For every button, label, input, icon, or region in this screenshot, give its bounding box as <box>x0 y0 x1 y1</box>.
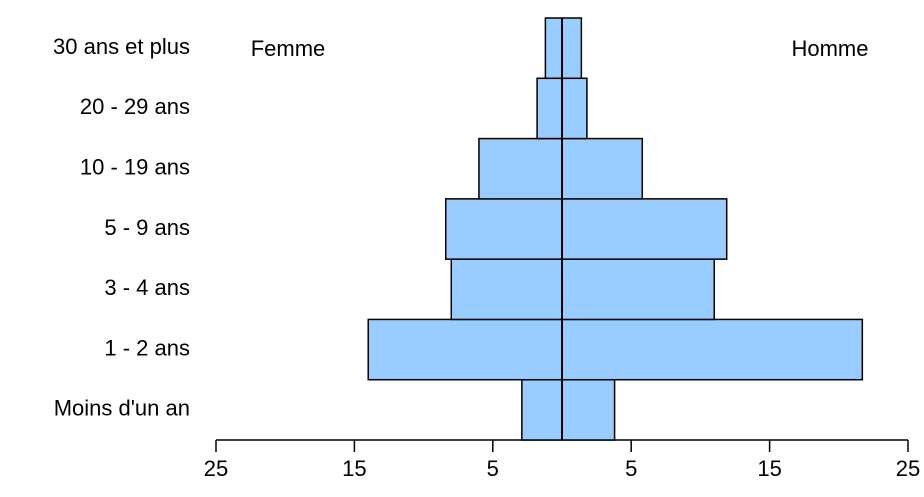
bar <box>367 318 563 381</box>
bar <box>561 318 864 381</box>
bar <box>561 198 728 260</box>
bar <box>561 258 715 321</box>
y-tick-label: 3 - 4 ans <box>104 275 190 300</box>
y-tick-label: 1 - 2 ans <box>104 335 190 360</box>
bar <box>444 198 563 260</box>
x-tick-label: 15 <box>342 456 366 481</box>
bar <box>561 77 588 140</box>
bar <box>561 17 583 80</box>
bar <box>561 137 644 200</box>
y-tick-label: Moins d'un an <box>54 396 190 421</box>
y-tick-label: 5 - 9 ans <box>104 215 190 240</box>
bar <box>544 17 563 80</box>
x-tick-label: 25 <box>204 456 228 481</box>
bar <box>521 378 563 441</box>
x-tick-label: 5 <box>487 456 499 481</box>
x-tick-label: 5 <box>625 456 637 481</box>
series-label-right: Homme <box>791 36 868 61</box>
bar <box>536 77 563 140</box>
bar <box>478 137 563 200</box>
y-tick-label: 20 - 29 ans <box>80 94 190 119</box>
y-tick-label: 10 - 19 ans <box>80 155 190 180</box>
series-label-left: Femme <box>251 36 326 61</box>
y-tick-label: 30 ans et plus <box>53 34 190 59</box>
bar <box>450 258 563 321</box>
bar <box>561 378 616 441</box>
x-tick-label: 15 <box>757 456 781 481</box>
x-tick-label: 25 <box>896 456 920 481</box>
